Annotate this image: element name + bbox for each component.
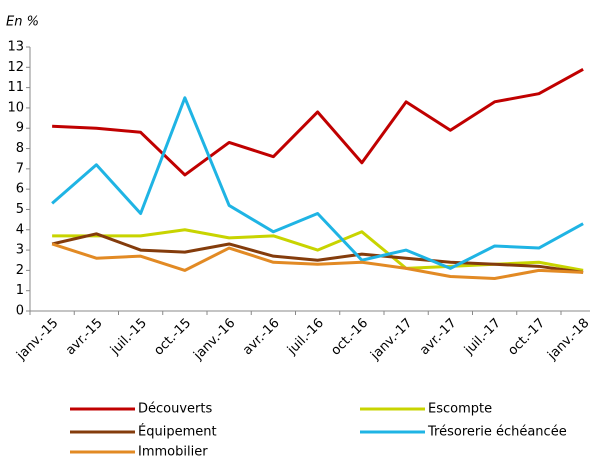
- x-tick-label: juil.-15: [107, 316, 150, 359]
- y-tick-label: 10: [7, 100, 24, 115]
- y-tick-label: 2: [16, 263, 24, 278]
- legend-label: Trésorerie échéancée: [427, 425, 567, 440]
- y-tick-label: 11: [7, 80, 24, 95]
- series-line: [51, 232, 584, 274]
- x-tick-label: juil.-17: [461, 316, 504, 359]
- x-tick-label: oct.-17: [505, 316, 548, 359]
- y-tick-label: 0: [16, 304, 24, 319]
- x-tick-label: juil.-16: [284, 316, 327, 359]
- y-tick-label: 4: [16, 222, 24, 237]
- legend-label: Immobilier: [138, 445, 208, 459]
- x-tick-label: avr.-17: [417, 316, 460, 359]
- x-tick-label: avr.-16: [240, 316, 283, 359]
- x-tick-label: avr.-15: [63, 316, 106, 359]
- x-tick-label: oct.-15: [151, 316, 194, 359]
- series-line: [51, 242, 584, 281]
- y-tick-label: 5: [16, 202, 24, 217]
- x-tick-label: janv.-15: [13, 316, 61, 364]
- y-tick-label: 12: [7, 60, 24, 75]
- y-tick-label: 1: [16, 283, 24, 298]
- x-tick-label: janv.-17: [367, 316, 415, 364]
- y-tick-label: 13: [7, 40, 24, 55]
- y-tick-label: 6: [16, 182, 24, 197]
- series-line: [51, 96, 584, 270]
- x-tick-label: janv.-18: [544, 316, 590, 364]
- series-line: [52, 68, 584, 177]
- y-tick-label: 3: [16, 243, 24, 258]
- y-tick-label: 7: [16, 161, 24, 176]
- y-tick-label: 9: [16, 121, 24, 136]
- legend-label: Escompte: [428, 402, 492, 417]
- x-tick-label: janv.-16: [190, 316, 238, 364]
- y-tick-label: 8: [16, 141, 24, 156]
- x-tick-label: oct.-16: [328, 316, 371, 359]
- legend-label: Découverts: [138, 402, 212, 417]
- unit-label: En %: [6, 15, 39, 30]
- legend-label: Équipement: [138, 424, 217, 440]
